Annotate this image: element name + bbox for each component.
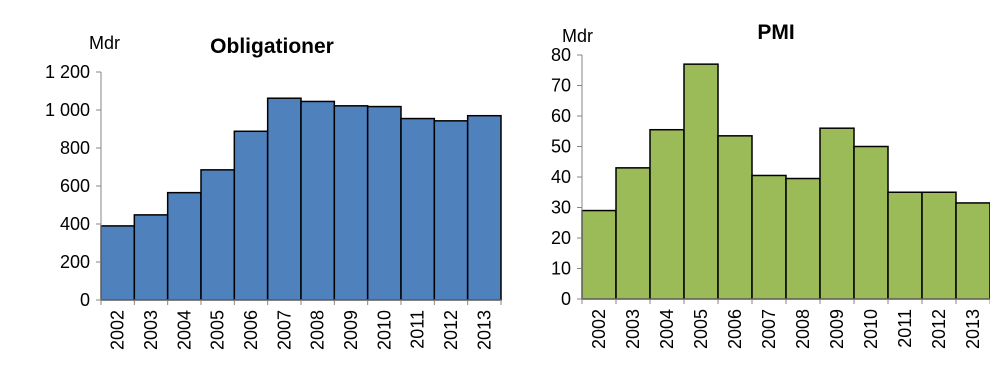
bar-2008 xyxy=(785,177,821,300)
plot-area: 0 10 20 30 40 50 60 70 80 2002 2003 2004 2005 2006 200… xyxy=(551,45,990,349)
bar-2005 xyxy=(200,169,236,301)
x-tick-label: 2007 xyxy=(274,310,294,350)
x-tick-label: 2008 xyxy=(793,309,813,349)
x-tick-label: 2004 xyxy=(657,309,677,349)
y-tick-label: 0 xyxy=(561,289,571,309)
x-tick-label: 2012 xyxy=(441,310,461,350)
bar-2011 xyxy=(887,191,923,300)
bar-2004 xyxy=(166,191,202,301)
y-tick-label: 1 000 xyxy=(45,100,90,120)
bar-2005 xyxy=(683,63,719,300)
bar-2002 xyxy=(100,225,136,301)
y-tick-label: 800 xyxy=(60,138,90,158)
bar-2003 xyxy=(615,167,651,300)
bar-2009 xyxy=(819,127,855,300)
y-tick-label: 1 200 xyxy=(45,62,90,82)
x-tick-label: 2005 xyxy=(208,310,228,350)
bar-2010 xyxy=(853,145,889,300)
x-tick-label: 2006 xyxy=(725,309,745,349)
chart-pmi: Mdr PMI 0 10 20 30 40 50 60 70 80 2002 2003 2004 200… xyxy=(551,21,990,349)
x-tick-label: 2009 xyxy=(827,309,847,349)
bar-2012 xyxy=(921,191,957,300)
x-tick-label: 2002 xyxy=(589,309,609,349)
y-tick-label: 40 xyxy=(551,167,571,187)
y-tick-label: 20 xyxy=(551,228,571,248)
y-tick-label: 70 xyxy=(551,76,571,96)
y-tick-label: 50 xyxy=(551,137,571,157)
x-tick-label: 2002 xyxy=(108,310,128,350)
bar-2011 xyxy=(400,117,436,301)
bar-2007 xyxy=(266,97,302,301)
x-tick-label: 2003 xyxy=(141,310,161,350)
x-tick-label: 2011 xyxy=(408,310,428,349)
bar-2013 xyxy=(466,114,502,301)
x-tick-label: 2013 xyxy=(963,309,983,349)
bar-2002 xyxy=(581,209,617,300)
plot-area: 0 200 400 600 800 1 000 1 200 2002 2003 2004 2005 2… xyxy=(45,62,502,350)
unit-label: Mdr xyxy=(562,26,593,46)
x-tick-label: 2006 xyxy=(241,310,261,350)
x-tick-label: 2010 xyxy=(861,309,881,349)
y-tick-label: 600 xyxy=(60,176,90,196)
chart-obligationer: Mdr Obligationer 0 200 400 600 800 1 000 1 200… xyxy=(45,33,502,350)
bar-2009 xyxy=(333,105,369,301)
bar-2008 xyxy=(300,100,336,301)
chart-title: Obligationer xyxy=(210,35,334,58)
y-tick-label: 0 xyxy=(80,290,90,310)
x-tick-label: 2003 xyxy=(623,309,643,349)
x-tick-label: 2005 xyxy=(691,309,711,349)
x-tick-label: 2011 xyxy=(895,309,915,348)
x-tick-label: 2007 xyxy=(759,309,779,349)
bar-2012 xyxy=(433,120,469,301)
bar-2013 xyxy=(955,202,990,300)
y-tick-label: 200 xyxy=(60,252,90,272)
x-tick-label: 2004 xyxy=(174,310,194,350)
x-tick-label: 2008 xyxy=(308,310,328,350)
bar-2003 xyxy=(133,214,169,301)
x-tick-label: 2010 xyxy=(374,310,394,350)
bar-2006 xyxy=(717,135,753,300)
x-tick-label: 2013 xyxy=(474,310,494,350)
bar-2010 xyxy=(366,105,402,301)
y-tick-label: 10 xyxy=(551,259,571,279)
chart-title: PMI xyxy=(757,21,794,44)
y-tick-label: 80 xyxy=(551,45,571,65)
unit-label: Mdr xyxy=(89,33,120,53)
bar-2007 xyxy=(751,174,787,300)
bar-2004 xyxy=(649,128,685,300)
y-tick-label: 30 xyxy=(551,198,571,218)
x-tick-label: 2012 xyxy=(929,309,949,349)
y-tick-label: 400 xyxy=(60,214,90,234)
bar-2006 xyxy=(233,130,269,301)
y-tick-label: 60 xyxy=(551,106,571,126)
x-tick-label: 2009 xyxy=(341,310,361,350)
